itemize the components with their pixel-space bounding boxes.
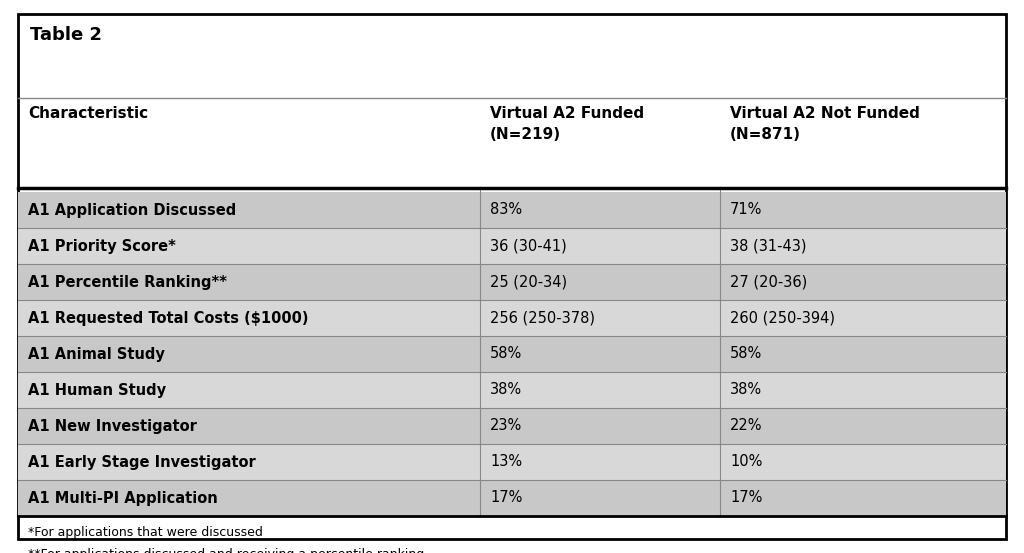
- Text: A1 Animal Study: A1 Animal Study: [28, 347, 165, 362]
- Text: A1 Priority Score*: A1 Priority Score*: [28, 238, 176, 253]
- Text: 38 (31-43): 38 (31-43): [730, 238, 807, 253]
- Text: 38%: 38%: [490, 383, 522, 398]
- Bar: [18, 408, 1006, 444]
- Text: 71%: 71%: [730, 202, 763, 217]
- Text: A1 Requested Total Costs ($1000): A1 Requested Total Costs ($1000): [28, 310, 308, 326]
- Bar: [18, 372, 1006, 408]
- Bar: [18, 444, 1006, 480]
- Text: A1 Application Discussed: A1 Application Discussed: [28, 202, 237, 217]
- Bar: [18, 300, 1006, 336]
- Text: 13%: 13%: [490, 455, 522, 469]
- Text: 25 (20-34): 25 (20-34): [490, 274, 567, 290]
- Text: 260 (250-394): 260 (250-394): [730, 310, 835, 326]
- Bar: [18, 264, 1006, 300]
- Text: Virtual A2 Not Funded
(N=871): Virtual A2 Not Funded (N=871): [730, 106, 920, 142]
- Text: 10%: 10%: [730, 455, 763, 469]
- Text: 58%: 58%: [490, 347, 522, 362]
- Text: *For applications that were discussed: *For applications that were discussed: [28, 526, 263, 539]
- Text: 58%: 58%: [730, 347, 762, 362]
- Text: 83%: 83%: [490, 202, 522, 217]
- Text: A1 Percentile Ranking**: A1 Percentile Ranking**: [28, 274, 227, 290]
- Bar: [18, 192, 1006, 228]
- Text: Virtual A2 Funded
(N=219): Virtual A2 Funded (N=219): [490, 106, 644, 142]
- Text: A1 New Investigator: A1 New Investigator: [28, 419, 197, 434]
- Text: 22%: 22%: [730, 419, 763, 434]
- Text: Characteristic: Characteristic: [28, 106, 148, 121]
- Text: A1 Early Stage Investigator: A1 Early Stage Investigator: [28, 455, 256, 469]
- Text: 17%: 17%: [730, 491, 763, 505]
- Text: 27 (20-36): 27 (20-36): [730, 274, 807, 290]
- Text: 38%: 38%: [730, 383, 762, 398]
- Bar: [18, 480, 1006, 516]
- Text: 17%: 17%: [490, 491, 522, 505]
- Text: A1 Multi-PI Application: A1 Multi-PI Application: [28, 491, 218, 505]
- Text: **For applications discussed and receiving a percentile ranking: **For applications discussed and receivi…: [28, 548, 424, 553]
- Bar: [18, 336, 1006, 372]
- Text: A1 Human Study: A1 Human Study: [28, 383, 166, 398]
- Text: 23%: 23%: [490, 419, 522, 434]
- Text: Table 2: Table 2: [30, 26, 102, 44]
- Bar: [18, 228, 1006, 264]
- Text: 256 (250-378): 256 (250-378): [490, 310, 595, 326]
- Text: 36 (30-41): 36 (30-41): [490, 238, 566, 253]
